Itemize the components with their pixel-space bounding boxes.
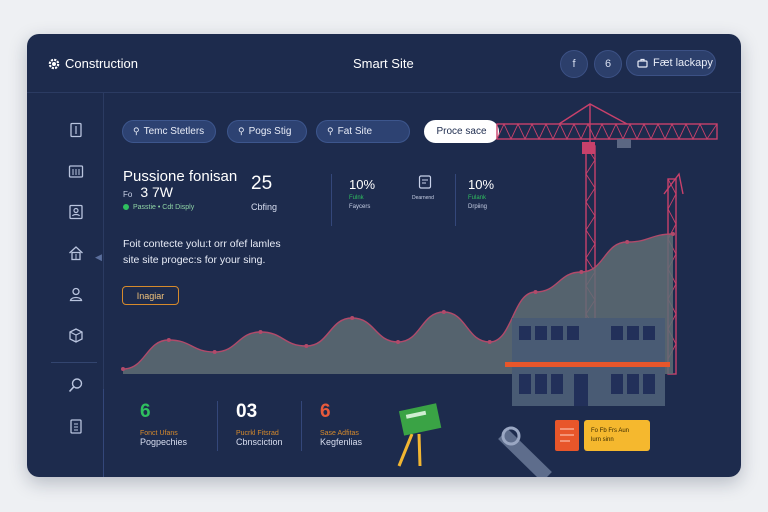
chart-point: [625, 240, 630, 244]
location-pin-icon: ⚲: [238, 126, 245, 136]
stat-value-3: 6: [320, 401, 331, 422]
metric-divider: [331, 174, 332, 226]
chart-point: [350, 316, 355, 320]
home-icon[interactable]: [67, 244, 85, 262]
chevron-left-icon[interactable]: ◀: [95, 252, 102, 262]
chart-point: [258, 330, 263, 334]
building-illustration: [505, 318, 670, 406]
metric-value-2: 10%: [349, 177, 376, 192]
metric-sublabel-4: Fulank: [468, 195, 487, 201]
note-yellow-line-2: lurn sinn: [591, 437, 614, 443]
page-title: Smart Site: [353, 56, 414, 71]
filter-chip-active[interactable]: Proce sace: [424, 120, 499, 143]
stat-caption-1: Fonct Ufans: [140, 430, 178, 437]
metric-divider: [455, 174, 456, 226]
document-icon[interactable]: [67, 121, 85, 139]
cta-button[interactable]: Inagiar: [122, 286, 179, 305]
search-icon[interactable]: [67, 376, 85, 394]
chart-point: [304, 344, 309, 348]
note-yellow-line-1: Fo Fb Frs Aun: [591, 428, 630, 434]
chart-point: [441, 310, 446, 314]
top-bar: Construction Smart Site f 6 Fæt lackapy: [27, 34, 741, 93]
project-title: Pussione fonisan: [123, 168, 238, 185]
description-line-1: Foit contecte yolu:t orr ofef lamles: [123, 238, 281, 250]
metric-label-1: Cbfing: [251, 202, 278, 212]
chart-point: [121, 367, 125, 371]
filter-chip-2[interactable]: ⚲ Pogs Stig: [227, 120, 307, 143]
note-card-yellow: [584, 420, 650, 451]
calendar-icon[interactable]: [67, 162, 85, 180]
account-label: Fæt lackapy: [653, 57, 713, 69]
brand-logo[interactable]: Construction: [47, 56, 138, 71]
filter-chip-label: Proce sace: [436, 126, 487, 137]
metric-label-4: Drpiing: [468, 204, 488, 210]
filter-chip-3[interactable]: ⚲ Fat Site: [316, 120, 410, 143]
stat-label-1: Pogpechies: [140, 437, 188, 447]
excavator-illustration: [498, 426, 552, 477]
filter-chip-label: Pogs Stig: [248, 126, 292, 137]
metric-label-3: Dearnend: [412, 195, 434, 201]
status-text: Passtie • Cdt Disply: [133, 204, 195, 211]
gear-icon: [48, 58, 60, 69]
chart-point: [671, 232, 675, 236]
stat-caption-2: Pucrkl Fitsrad: [236, 430, 279, 437]
metric-value-4: 10%: [468, 177, 495, 192]
chart-point: [396, 340, 400, 344]
filter-chip-label: Fat Site: [337, 126, 373, 137]
user-icon[interactable]: [67, 285, 85, 303]
stats-divider: [217, 401, 218, 451]
stats-divider: [103, 389, 104, 477]
location-pin-icon: ⚲: [133, 126, 140, 136]
metric-value-1: 25: [251, 173, 273, 194]
progress-chart: [121, 103, 718, 477]
crane-counterweight: [617, 139, 631, 148]
project-subtitle-prefix: Fo: [123, 190, 133, 199]
app-window: Construction Smart Site f 6 Fæt lackapy …: [27, 34, 741, 477]
stat-caption-3: Sase Adfitas: [320, 430, 359, 437]
sidebar: ◀: [27, 92, 104, 477]
facebook-button[interactable]: f: [560, 50, 588, 78]
box-icon[interactable]: [67, 326, 85, 344]
document-icon: [417, 174, 433, 190]
chart-point: [579, 270, 584, 274]
chart-point: [487, 340, 492, 344]
stat-value-1: 6: [140, 401, 151, 422]
project-subtitle-value: 3 7W: [140, 184, 174, 200]
stats-divider: [301, 401, 302, 451]
stat-label-3: Kegfenlias: [320, 437, 363, 447]
brand-name: Construction: [65, 56, 138, 71]
account-button[interactable]: Fæt lackapy: [626, 50, 716, 76]
filter-chip-label: Temc Stetlers: [143, 126, 205, 137]
stat-value-2: 03: [236, 401, 258, 422]
metric-label-2: Faycers: [349, 204, 371, 210]
crane-cab: [582, 142, 595, 154]
status-dot-icon: [123, 204, 129, 211]
status-badge: Passtie • Cdt Disply: [123, 204, 194, 211]
filter-chip-1[interactable]: ⚲ Temc Stetlers: [122, 120, 216, 143]
description-line-2: site site progec:s for your sing.: [123, 254, 266, 266]
briefcase-icon: [637, 58, 648, 68]
sidebar-divider: [51, 362, 97, 363]
survey-sign-illustration: [397, 403, 442, 467]
chart-point: [212, 350, 217, 354]
location-pin-icon: ⚲: [327, 126, 334, 136]
note-card-orange: [555, 420, 579, 451]
stat-label-2: Cbnsciction: [236, 437, 283, 447]
project-subtitle: Fo 3 7W: [123, 184, 173, 200]
contact-card-icon[interactable]: [67, 203, 85, 221]
clipboard-icon[interactable]: [67, 417, 85, 435]
chart-point: [533, 290, 538, 294]
notification-button[interactable]: 6: [594, 50, 622, 78]
chart-point: [166, 338, 171, 342]
metric-sublabel-2: Fulnk: [349, 195, 364, 201]
